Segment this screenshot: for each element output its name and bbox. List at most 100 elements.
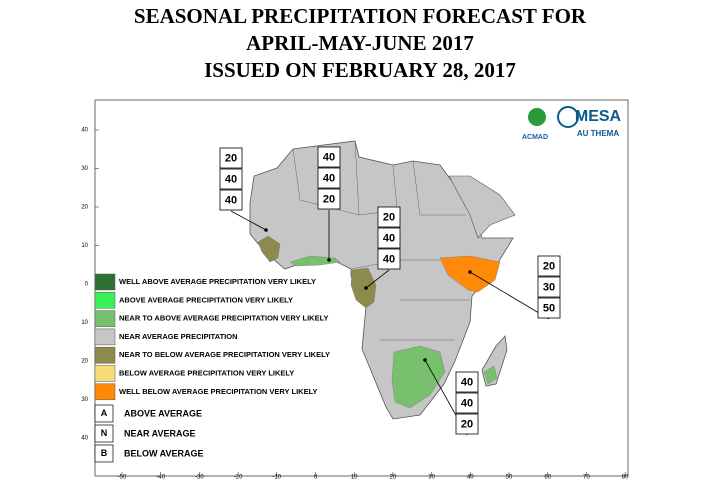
probability: 20 (383, 211, 395, 223)
y-tick-label: 30 (81, 166, 88, 172)
x-tick-label: 80 (622, 475, 629, 480)
legend-swatch (94, 328, 116, 346)
pointer (469, 271, 550, 320)
y-tick-label: 20 (81, 205, 88, 211)
x-tick-label: 40 (467, 475, 474, 480)
legend-label: ABOVE AVERAGE PRECIPITATION VERY LIKELY (119, 295, 293, 304)
box-cell (455, 371, 479, 393)
box-cell (317, 188, 341, 210)
key-letter: B (101, 448, 108, 458)
probability: 40 (323, 172, 335, 184)
y-tick-label: 0 (85, 282, 89, 288)
key-label: NEAR AVERAGE (124, 428, 196, 438)
box-cell (219, 147, 243, 169)
x-tick-label: 70 (583, 475, 590, 480)
x-tick-label: -20 (234, 475, 243, 480)
y-tick-label: 40 (81, 128, 88, 134)
forecast-region (439, 255, 501, 293)
arabia (448, 175, 516, 239)
forecast-region (391, 345, 446, 409)
pointer-head (327, 258, 331, 262)
box-cell (377, 248, 401, 270)
mesa-emblem (557, 106, 579, 128)
box-cell (377, 227, 401, 249)
probability: 40 (383, 232, 395, 244)
legend-label: WELL BELOW AVERAGE PRECIPITATION VERY LI… (119, 387, 318, 396)
probability: 20 (543, 260, 555, 272)
probability: 40 (225, 173, 237, 185)
key-box (94, 404, 114, 423)
x-tick-label: 20 (390, 475, 397, 480)
title-line: ISSUED ON FEBRUARY 28, 2017 (204, 58, 516, 82)
x-tick-label: 10 (351, 475, 358, 480)
box-cell (537, 255, 561, 277)
logo-text: MESA (575, 108, 622, 125)
box-cell (455, 392, 479, 414)
y-tick-label: 10 (81, 243, 88, 249)
probability: 40 (461, 397, 473, 409)
x-tick-label: -50 (118, 475, 127, 480)
y-tick-label: 10 (81, 320, 88, 326)
box-cell (377, 206, 401, 228)
x-tick-label: 30 (428, 475, 435, 480)
logo-text: AU THEMA (577, 129, 619, 138)
key-letter: A (101, 408, 108, 418)
box-cell (455, 413, 479, 435)
x-tick-label: -40 (156, 475, 165, 480)
box-cell (219, 189, 243, 211)
acmad-emblem (528, 108, 546, 126)
legend-label: NEAR TO BELOW AVERAGE PRECIPITATION VERY… (119, 350, 330, 359)
key-box (94, 424, 114, 443)
legend-swatch (94, 346, 116, 364)
key-label: ABOVE AVERAGE (124, 408, 202, 418)
probability: 40 (461, 376, 473, 388)
logos: ACMAD MESA AU THEMA (522, 106, 622, 141)
legend-swatch (94, 383, 116, 401)
map (249, 140, 516, 420)
legend-label: WELL ABOVE AVERAGE PRECIPITATION VERY LI… (119, 277, 316, 286)
y-tick-label: 20 (81, 359, 88, 365)
probability: 50 (543, 302, 555, 314)
key-letter: N (101, 428, 108, 438)
pointer-head (264, 228, 268, 232)
pointer-head (468, 270, 472, 274)
forecast-region (350, 267, 377, 309)
probability: 40 (383, 253, 395, 265)
box-cell (317, 167, 341, 189)
forecast-region (483, 365, 498, 385)
legend-swatch (94, 273, 116, 291)
y-tick-label: 30 (81, 397, 88, 403)
box-cell (537, 297, 561, 319)
x-tick-label: 50 (506, 475, 513, 480)
legend-swatch (94, 310, 116, 327)
pointer-head (423, 358, 427, 362)
x-tick-label: 0 (314, 475, 318, 480)
legend-label: BELOW AVERAGE PRECIPITATION VERY LIKELY (119, 368, 294, 377)
probability: 40 (225, 194, 237, 206)
key-box (94, 444, 114, 463)
probability: 40 (323, 151, 335, 163)
probability: 20 (323, 193, 335, 205)
title-line: APRIL-MAY-JUNE 2017 (246, 31, 474, 55)
probability: 20 (461, 418, 473, 430)
forecast-region (289, 255, 341, 267)
title-line: SEASONAL PRECIPITATION FORECAST FOR (134, 4, 587, 28)
y-tick-label: 40 (81, 436, 88, 442)
pointer (365, 269, 390, 289)
probability: 20 (225, 152, 237, 164)
box-cell (317, 146, 341, 168)
forecast-region (257, 235, 281, 263)
pointer-head (364, 286, 368, 290)
x-tick-label: 60 (544, 475, 551, 480)
probability: 30 (543, 281, 555, 293)
pointer (230, 210, 267, 231)
legend-label: NEAR AVERAGE PRECIPITATION (119, 332, 237, 341)
x-tick-label: -30 (195, 475, 204, 480)
logo-text: ACMAD (522, 134, 548, 141)
box-cell (219, 168, 243, 190)
legend-label: NEAR TO ABOVE AVERAGE PRECIPITATION VERY… (119, 314, 328, 323)
x-tick-label: -10 (272, 475, 281, 480)
legend-swatch (94, 292, 116, 309)
